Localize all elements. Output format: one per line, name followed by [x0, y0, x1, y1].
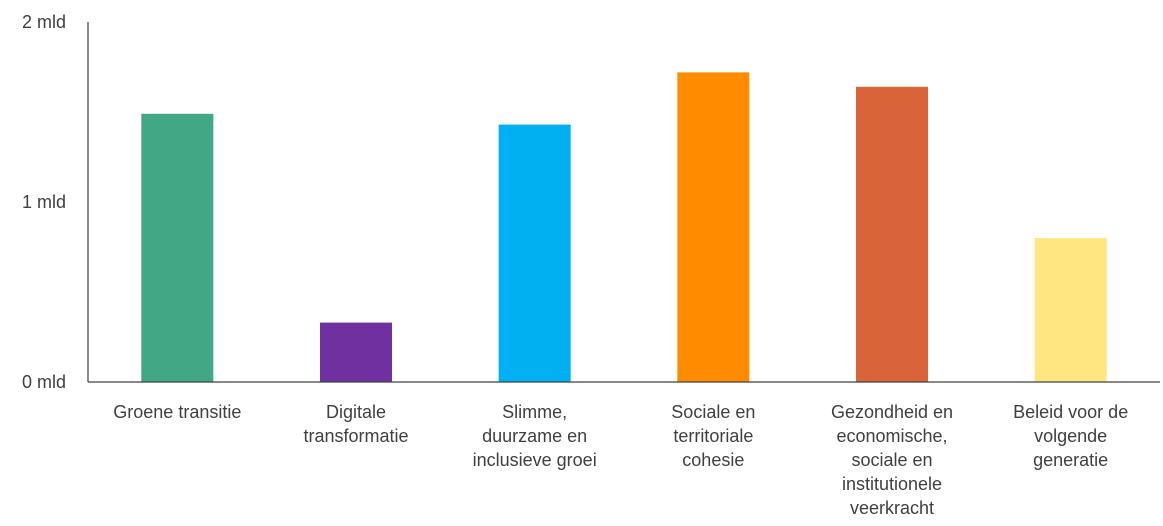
bar	[320, 322, 392, 382]
bar	[1034, 238, 1107, 382]
x-category-label-line: cohesie	[682, 450, 744, 470]
y-axis-ticks: 0 mld 1 mld 2 mld	[22, 12, 66, 392]
x-category-label-line: duurzame en	[482, 426, 587, 446]
x-category-label: Groene transitie	[113, 402, 241, 422]
x-category-label-line: generatie	[1033, 450, 1108, 470]
x-category-label-line: sociale en	[851, 450, 932, 470]
x-category-label-line: transformatie	[303, 426, 408, 446]
x-category-label-line: economische,	[836, 426, 947, 446]
x-category-label-line: Groene transitie	[113, 402, 241, 422]
x-category-label: Slimme, duurzame en inclusieve groei	[473, 402, 597, 470]
x-category-label-line: inclusieve groei	[473, 450, 597, 470]
x-category-label-line: Slimme,	[502, 402, 567, 422]
y-tick-label: 1 mld	[22, 192, 66, 212]
bar	[677, 72, 750, 383]
category-labels: Groene transitie Digitale transformatie Sli…	[113, 402, 1128, 518]
x-category-label-line: veerkracht	[850, 498, 934, 518]
bar	[498, 124, 571, 382]
bar	[856, 86, 928, 383]
x-category-label-line: territoriale	[673, 426, 753, 446]
y-tick-label: 0 mld	[22, 372, 66, 392]
x-category-label-line: Beleid voor de	[1013, 402, 1128, 422]
x-category-label: Beleid voor de volgende generatie	[1013, 402, 1128, 470]
x-category-label-line: Sociale en	[671, 402, 755, 422]
x-category-label-line: Digitale	[326, 402, 386, 422]
bars	[141, 72, 1107, 383]
x-category-label: Gezondheid en economische, sociale en insti…	[831, 402, 953, 518]
x-category-label-line: institutionele	[842, 474, 942, 494]
x-category-label-line: volgende	[1034, 426, 1107, 446]
y-tick-label: 2 mld	[22, 12, 66, 32]
x-category-label: Digitale transformatie	[303, 402, 408, 446]
bar	[141, 113, 214, 383]
x-category-label-line: Gezondheid en	[831, 402, 953, 422]
x-category-label: Sociale en territoriale cohesie	[671, 402, 755, 470]
